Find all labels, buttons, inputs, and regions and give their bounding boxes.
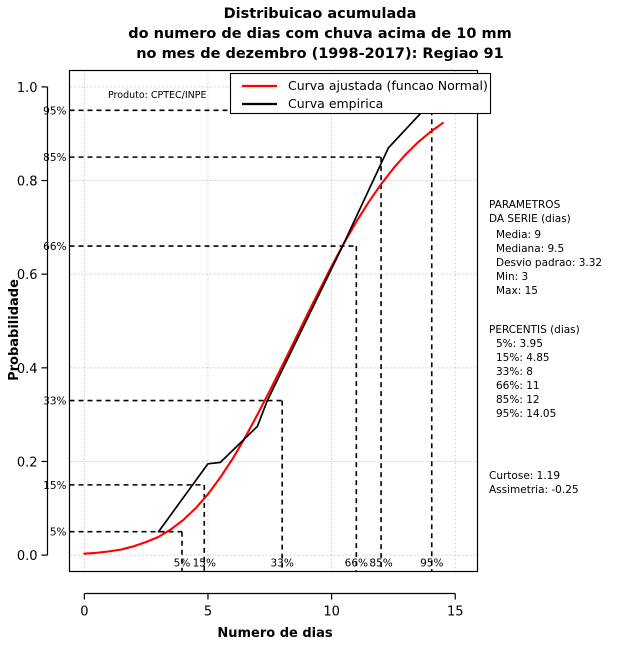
percentile-15: 15%: 4.85 xyxy=(496,352,550,364)
percentile-x-label-15%: 15% xyxy=(193,558,216,570)
plot-frame xyxy=(68,69,479,573)
y-tick-label-0.6: 0.6 xyxy=(17,268,38,283)
percentile-x-label-33%: 33% xyxy=(270,558,293,570)
y-tick-label-0.4: 0.4 xyxy=(17,362,38,377)
data-series xyxy=(83,86,447,555)
series-curva-empirica xyxy=(157,86,447,533)
percentile-5: 5%: 3.95 xyxy=(496,338,543,350)
legend-label-curva-empirica: Curva empirica xyxy=(288,96,383,111)
parameters-heading-line-1: PARAMETROS xyxy=(489,199,561,211)
percentile-85: 85%: 12 xyxy=(496,394,540,406)
parameters-heading-line-2: DA SERIE (dias) xyxy=(489,213,571,225)
legend: Curva ajustada (funcao Normal) Curva emp… xyxy=(229,72,492,115)
percentile-x-label-85%: 85% xyxy=(369,558,392,570)
parameter-min: Min: 3 xyxy=(496,271,528,283)
chart-title-line-3: no mes de dezembro (1998-2017): Regiao 9… xyxy=(136,46,504,62)
parameter-media: Media: 9 xyxy=(496,229,541,241)
percentile-y-label-95%: 95% xyxy=(43,105,66,117)
x-tick-label-10: 10 xyxy=(323,605,340,620)
y-tick-label-1.0: 1.0 xyxy=(17,81,38,96)
y-tick-label-0.0: 0.0 xyxy=(17,549,38,564)
percentile-y-label-5%: 5% xyxy=(50,527,67,539)
percentiles-heading: PERCENTIS (dias) xyxy=(489,324,580,336)
parameter-max: Max: 15 xyxy=(496,285,538,297)
percentile-y-label-66%: 66% xyxy=(43,241,66,253)
chart-title-line-2: do numero de dias com chuva acima de 10 … xyxy=(128,26,511,42)
percentile-y-label-15%: 15% xyxy=(43,480,66,492)
percentile-33: 33%: 8 xyxy=(496,366,533,378)
x-tick-label-15: 15 xyxy=(447,605,464,620)
percentile-y-label-85%: 85% xyxy=(43,152,66,164)
parameter-desvio-padrao: Desvio padrao: 3.32 xyxy=(496,257,602,269)
parameter-mediana: Mediana: 9.5 xyxy=(496,243,564,255)
percentile-66: 66%: 11 xyxy=(496,380,540,392)
axes: 0 5 10 15 0.0 0.2 0.4 0.6 0.8 1.0 xyxy=(17,81,464,620)
y-tick-label-0.2: 0.2 xyxy=(17,455,38,470)
chart-title-line-1: Distribuicao acumulada xyxy=(224,6,417,22)
x-tick-label-0: 0 xyxy=(80,605,88,620)
moment-curtose: Curtose: 1.19 xyxy=(489,470,560,482)
produto-note: Produto: CPTEC/INPE xyxy=(108,90,207,101)
legend-box xyxy=(229,72,492,115)
percentile-guides: 5%5%15%15%33%33%66%66%85%85%95%95% xyxy=(43,105,443,572)
legend-label-curva-ajustada: Curva ajustada (funcao Normal) xyxy=(288,78,488,93)
percentile-95: 95%: 14.05 xyxy=(496,408,556,420)
percentile-y-label-33%: 33% xyxy=(43,396,66,408)
sidebar-annotations: PARAMETROS DA SERIE (dias) Media: 9 Medi… xyxy=(489,199,602,496)
x-tick-label-5: 5 xyxy=(204,605,212,620)
x-axis-title: Numero de dias xyxy=(217,626,333,641)
moment-assimetria: Assimetria: -0.25 xyxy=(489,484,579,496)
percentile-x-label-66%: 66% xyxy=(345,558,368,570)
y-tick-label-0.8: 0.8 xyxy=(17,175,38,190)
percentile-x-label-5%: 5% xyxy=(174,558,191,570)
y-axis-title: Probabilidade xyxy=(7,279,22,381)
series-curva-ajustada xyxy=(83,121,444,555)
percentile-x-label-95%: 95% xyxy=(420,558,443,570)
